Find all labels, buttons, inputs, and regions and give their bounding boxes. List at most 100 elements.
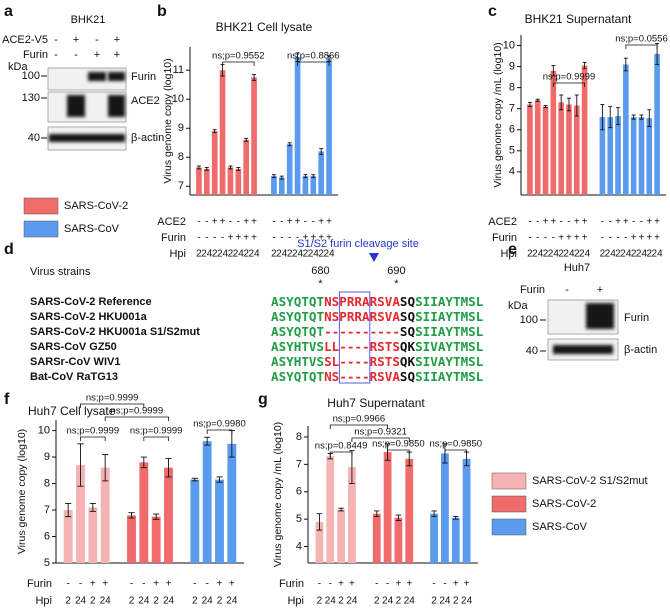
row-value: 24 [532, 249, 544, 260]
row-value: 2 [287, 249, 293, 260]
row-value: - [193, 579, 196, 590]
row-value: - [272, 217, 275, 228]
row-value: + [395, 579, 401, 590]
bar [310, 176, 317, 195]
row-value: - [624, 233, 627, 244]
bar [196, 167, 202, 195]
bar [278, 177, 285, 195]
y-axis-title: Virus genome copy /mL (log10) [272, 422, 284, 567]
bracket [351, 437, 410, 442]
condition-sign: - [54, 34, 58, 46]
legend-label: SARS-CoV [64, 223, 120, 235]
legend-label: SARS-CoV-2 S1/S2mut [532, 475, 648, 487]
bracket-label: ns;p=0.0556 [615, 34, 668, 45]
row-value: 2 [527, 249, 533, 260]
row-value: 24 [201, 249, 213, 260]
row-value: 2 [543, 249, 549, 260]
row-value: 2 [212, 249, 218, 260]
row-value: 24 [100, 596, 112, 607]
legend-swatch [23, 220, 59, 238]
bar [318, 151, 325, 195]
bar [139, 462, 149, 563]
blot-membrane [47, 67, 127, 91]
strain-name: SARS-CoV-2 HKU001a S1/S2mut [30, 326, 200, 338]
row-value: - [130, 579, 133, 590]
y-tick-label: 6 [44, 530, 50, 542]
y-tick-label: 8 [296, 431, 302, 443]
bar [405, 458, 414, 563]
marker-label: 100 [22, 70, 40, 82]
condition-sign: + [73, 34, 79, 46]
row-value: + [90, 579, 96, 590]
position-mark: * [318, 278, 323, 290]
sequence-segment: NS----RSVA [324, 369, 400, 384]
row-label: ACE2 [488, 216, 517, 228]
bar [394, 517, 403, 563]
row-value: - [528, 233, 531, 244]
row-value: 24 [548, 249, 560, 260]
row-value: 2 [153, 596, 159, 607]
legend-swatch [491, 472, 527, 490]
bar [243, 139, 250, 195]
row-value: 2 [129, 596, 135, 607]
row-value: - [205, 233, 208, 244]
sequence: ASYHTVSLL----RSTSQKSIVAYTMSL [271, 339, 484, 354]
row-value: 24 [563, 249, 575, 260]
row-value: 2 [271, 249, 277, 260]
y-axis-title: Virus genome copy (log10) [16, 429, 28, 554]
row-value: - [237, 217, 240, 228]
legend-swatch [23, 197, 59, 215]
bar [558, 102, 564, 195]
bar [100, 467, 110, 563]
sequence-segment: LL----RSTS [324, 339, 400, 354]
bracket-label: ns;p=0.9321 [354, 427, 407, 438]
condition-sign: + [114, 34, 120, 46]
row-value: + [574, 217, 580, 228]
sequence-segment: SIIAYTMSL [415, 309, 484, 324]
y-tick-label: 6 [296, 486, 302, 498]
bracket [552, 82, 585, 87]
bar [542, 106, 549, 195]
row-value: 2 [217, 596, 223, 607]
bar [462, 458, 471, 563]
chart-title: BHK21 Cell lysate [216, 20, 313, 34]
row-value: 2 [647, 249, 653, 260]
bar [326, 456, 335, 563]
row-value: - [280, 233, 283, 244]
sequence-segment: SQ [400, 324, 416, 339]
panel-label: b [157, 3, 167, 20]
row-value: + [582, 217, 588, 228]
row-value: 2 [615, 249, 621, 260]
sequence-segment: SQ [400, 294, 416, 309]
sequence: ASYQTQT----------SQSIIAYTMSL [271, 324, 484, 339]
bracket [329, 451, 353, 456]
row-label: Furin [279, 578, 304, 590]
panel-label: d [4, 241, 14, 258]
bar [646, 118, 653, 195]
row-value: - [229, 217, 232, 228]
y-tick-label: 10 [38, 424, 50, 436]
row-value: + [303, 233, 309, 244]
row-value: - [296, 233, 299, 244]
row-value: + [251, 233, 257, 244]
row-value: 2 [631, 249, 637, 260]
row-label: Hpi [287, 595, 304, 607]
position-label: 680 [311, 265, 329, 277]
bar [630, 117, 637, 195]
row-value: - [272, 233, 275, 244]
row-label: Hpi [169, 248, 186, 260]
bracket-label: ns;p=0.9999 [130, 426, 183, 437]
bar [76, 465, 85, 563]
row-value: + [654, 233, 660, 244]
sequence-segment: QK [400, 354, 416, 369]
row-value: 24 [382, 596, 394, 607]
sequence-alignment: Virus strains S1/S2 furin cleavage site … [30, 238, 484, 384]
bracket [143, 436, 169, 441]
row-value: 2 [600, 249, 606, 260]
bar [63, 510, 73, 563]
condition-sign: + [114, 49, 120, 61]
row-value: 24 [292, 249, 304, 260]
row-value: 24 [226, 596, 238, 607]
alignment-heading: Virus strains [30, 266, 91, 278]
